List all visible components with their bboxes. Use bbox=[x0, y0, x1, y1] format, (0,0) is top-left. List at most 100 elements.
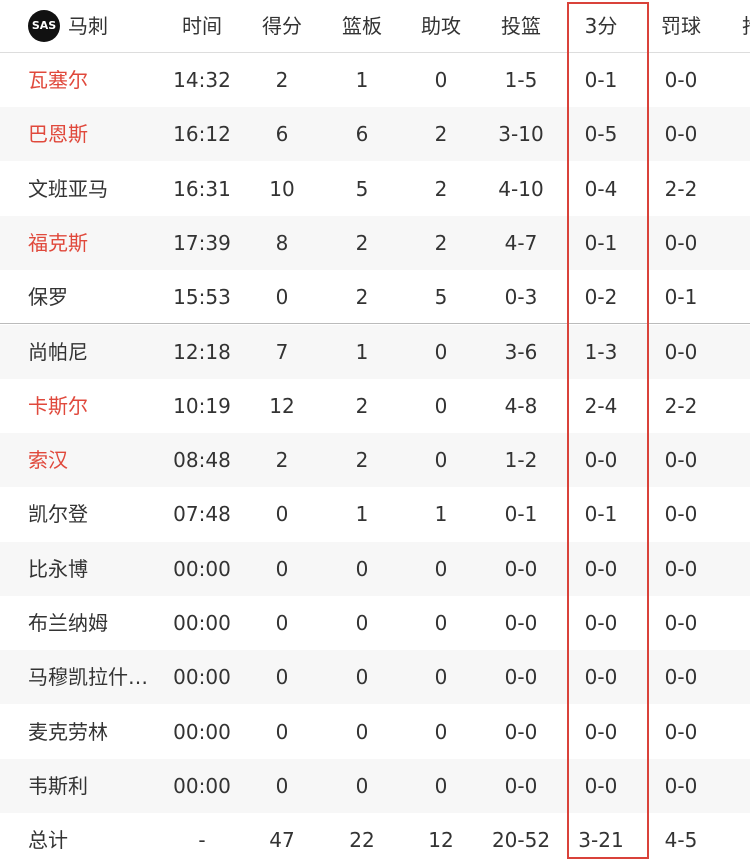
stat-cell: 1 bbox=[355, 502, 369, 527]
stat-cell: 2 bbox=[275, 448, 289, 473]
highlight-box bbox=[567, 2, 649, 859]
column-header: 得分 bbox=[262, 14, 302, 38]
stat-cell: 2 bbox=[434, 176, 448, 201]
column-header: 抢 bbox=[742, 0, 750, 52]
stat-cell: 2-2 bbox=[664, 393, 698, 418]
stat-cell: 0-1 bbox=[584, 502, 618, 527]
column-header: 助攻 bbox=[421, 14, 461, 38]
stat-cell: 12:18 bbox=[173, 339, 231, 364]
stat-cell: 0-0 bbox=[664, 665, 698, 690]
column-header: 时间 bbox=[182, 14, 222, 38]
stat-cell: 0 bbox=[355, 611, 369, 635]
stat-cell: 0 bbox=[434, 393, 448, 418]
stat-cell: 3-10 bbox=[498, 122, 544, 147]
stat-cell: 2 bbox=[355, 448, 369, 473]
table-row: 马穆凯拉什… 00:00 0 0 0 0-0 0-0 0-0 bbox=[0, 650, 750, 705]
stat-cell: 0-0 bbox=[664, 230, 698, 255]
stat-cell: 0-0 bbox=[504, 556, 538, 581]
player-name: 巴恩斯 bbox=[28, 122, 88, 147]
stat-cell: 5 bbox=[434, 285, 448, 310]
stat-cell: 0 bbox=[355, 773, 369, 798]
stat-cell: 0-3 bbox=[504, 285, 538, 310]
stat-cell: 10:19 bbox=[173, 393, 231, 418]
stat-cell: 5 bbox=[355, 176, 369, 201]
table-row: 巴恩斯 16:12 6 6 2 3-10 0-5 0-0 bbox=[0, 107, 750, 162]
stat-cell: 0-2 bbox=[584, 285, 618, 310]
stat-cell: 0 bbox=[434, 665, 448, 690]
stat-cell: 0-0 bbox=[504, 611, 538, 635]
column-header: 3分 bbox=[584, 14, 618, 38]
stat-cell: 0 bbox=[275, 773, 289, 798]
stat-cell: 3-6 bbox=[504, 339, 538, 364]
player-name: 瓦塞尔 bbox=[28, 68, 88, 92]
stat-cell: 00:00 bbox=[173, 665, 231, 690]
stat-cell: 22 bbox=[349, 828, 375, 853]
stat-cell: 0 bbox=[434, 773, 448, 798]
stat-cell: 3-21 bbox=[578, 828, 624, 853]
stat-cell: 0 bbox=[434, 339, 448, 364]
stat-cell: 16:31 bbox=[173, 176, 231, 201]
table-row: 总计 - 47 22 12 20-52 3-21 4-5 bbox=[0, 813, 750, 865]
table-row: 凯尔登 07:48 0 1 1 0-1 0-1 0-0 bbox=[0, 487, 750, 541]
stat-cell: 00:00 bbox=[173, 556, 231, 581]
stat-cell: 14:32 bbox=[173, 68, 231, 92]
stat-cell: 00:00 bbox=[173, 611, 231, 635]
stat-cell: 0 bbox=[434, 448, 448, 473]
table-row: 韦斯利 00:00 0 0 0 0-0 0-0 0-0 bbox=[0, 758, 750, 813]
stat-cell: 00:00 bbox=[173, 719, 231, 744]
stat-cell: 0-0 bbox=[504, 773, 538, 798]
stat-cell: 0-0 bbox=[664, 339, 698, 364]
player-name: 尚帕尼 bbox=[28, 339, 88, 364]
stat-cell: 0 bbox=[275, 285, 289, 310]
stat-cell: 0-0 bbox=[584, 665, 618, 690]
stat-cell: 1 bbox=[434, 502, 448, 527]
header: SAS 马刺 时间 得分 篮板 助攻 投篮 3分 罚球 抢 bbox=[0, 0, 750, 53]
stat-cell: 07:48 bbox=[173, 502, 231, 527]
stat-cell: 0-0 bbox=[664, 611, 698, 635]
stat-cell: 16:12 bbox=[173, 122, 231, 147]
stat-cell: 0-0 bbox=[664, 773, 698, 798]
stat-cell: 1-3 bbox=[584, 339, 618, 364]
table-row: 尚帕尼 12:18 7 1 0 3-6 1-3 0-0 bbox=[0, 324, 750, 379]
stat-cell: 1 bbox=[355, 339, 369, 364]
stat-cell: 0-1 bbox=[664, 285, 698, 310]
stat-cell: 0 bbox=[355, 665, 369, 690]
table-row: 保罗 15:53 0 2 5 0-3 0-2 0-1 bbox=[0, 270, 750, 324]
stat-cell: 0-5 bbox=[584, 122, 618, 147]
stat-cell: 17:39 bbox=[173, 230, 231, 255]
stat-cell: 0-0 bbox=[584, 556, 618, 581]
stat-cell: 0-1 bbox=[584, 230, 618, 255]
stat-cell: 0-0 bbox=[664, 122, 698, 147]
stat-cell: 08:48 bbox=[173, 448, 231, 473]
stat-cell: 0-1 bbox=[504, 502, 538, 527]
stat-cell: 0 bbox=[275, 665, 289, 690]
stat-cell: 6 bbox=[275, 122, 289, 147]
stat-cell: 0 bbox=[275, 502, 289, 527]
stat-cell: 4-8 bbox=[504, 393, 538, 418]
stat-cell: 2-2 bbox=[664, 176, 698, 201]
player-name: 麦克劳林 bbox=[28, 719, 108, 744]
column-header: 罚球 bbox=[661, 14, 701, 38]
stat-cell: 20-52 bbox=[491, 828, 551, 853]
column-header: 投篮 bbox=[501, 14, 541, 38]
stat-cell: 0-0 bbox=[584, 611, 618, 635]
stat-cell: 1-5 bbox=[504, 68, 538, 92]
stat-cell: 2 bbox=[434, 230, 448, 255]
stat-cell: 0-0 bbox=[504, 665, 538, 690]
stat-cell: 0-0 bbox=[664, 556, 698, 581]
stat-cell: 12 bbox=[428, 828, 454, 853]
stat-cell: 12 bbox=[269, 393, 295, 418]
stat-cell: 2 bbox=[355, 230, 369, 255]
stat-cell: 0 bbox=[275, 556, 289, 581]
team-name: 马刺 bbox=[68, 14, 108, 38]
stat-cell: 1 bbox=[355, 68, 369, 92]
stat-cell: 15:53 bbox=[173, 285, 231, 310]
player-name: 凯尔登 bbox=[28, 502, 88, 527]
stat-cell: 7 bbox=[275, 339, 289, 364]
stat-cell: 0-0 bbox=[584, 448, 618, 473]
bench-separator bbox=[0, 323, 750, 324]
stat-cell: 0-0 bbox=[584, 773, 618, 798]
stat-cell: 2 bbox=[355, 393, 369, 418]
column-header: 篮板 bbox=[342, 14, 382, 38]
stat-cell: 0 bbox=[434, 68, 448, 92]
